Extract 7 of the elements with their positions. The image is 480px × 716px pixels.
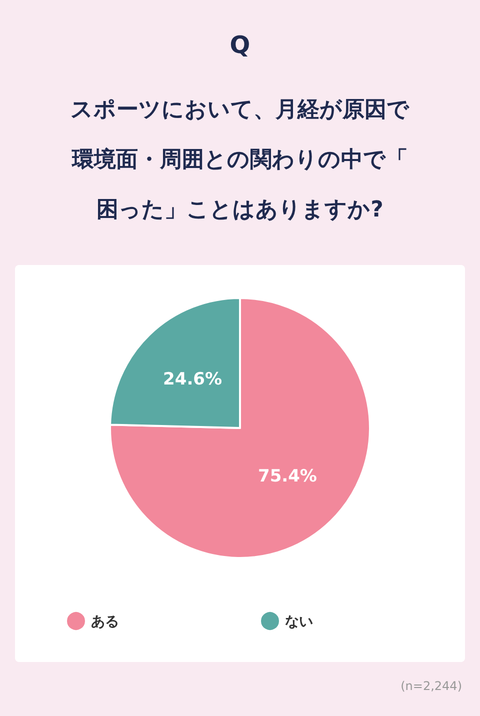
text: (n=2,244): [400, 679, 462, 693]
legend-label: ある: [91, 613, 119, 629]
chart-subtitle: スポーツにおいて、月経が原因で環境面・周囲との関わりの中で「困った」ことはありますか?: [70, 98, 410, 222]
chart-title: Q: [230, 31, 250, 59]
legend-label: ない: [285, 613, 313, 629]
data-label: 24.6%: [163, 369, 222, 390]
data-label: 75.4%: [258, 466, 317, 487]
